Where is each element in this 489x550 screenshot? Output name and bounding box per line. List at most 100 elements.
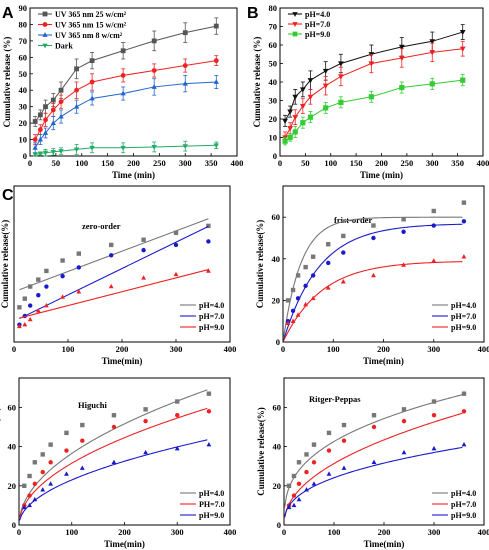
data-point [341,233,346,239]
x-tick-label: 200 [116,344,129,354]
legend-label: pH=9.0 [199,511,224,520]
data-point [326,242,331,247]
data-point [304,452,309,457]
data-point [310,254,316,259]
x-tick-label: 300 [428,527,441,537]
data-point [111,413,117,418]
data-point [60,273,65,279]
x-tick-label: 350 [205,158,218,168]
data-point [286,504,292,510]
series-3 [283,442,467,518]
data-point [326,448,332,453]
data-point [151,68,157,73]
y-tick-label: 20 [273,481,282,491]
data-point [22,296,27,301]
chart-c2: 0 100 200 300 400 0 20 40 60 Time(min) Cumulative … [255,185,489,366]
legend-label: pH=4.0 [451,301,476,310]
series-1 [282,24,466,127]
x-tick-label: 0 [278,158,282,168]
legend-label: pH=9.0 [305,30,330,39]
data-point [303,264,308,270]
x-axis-label: Time (min) [112,170,155,180]
data-point [151,38,157,44]
data-point [287,134,293,141]
data-point [22,483,27,488]
data-point [42,150,49,156]
data-point [43,104,48,110]
x-tick-label: 250 [153,158,166,168]
x-tick-label: 400 [231,158,244,168]
data-point [50,97,56,103]
data-point [50,149,56,155]
data-point [36,277,41,282]
series-3 [32,75,219,154]
data-point [338,99,344,105]
data-point [108,283,114,289]
series-1 [282,200,467,339]
data-point [43,302,49,308]
legend-label: pH=4.0 [199,301,224,310]
data-point [27,316,33,322]
data-point [32,496,38,502]
y-tick-label: 30 [19,102,28,112]
chart-a: 0 50 100 150 200 250 300 350 400 0 10 20 30 40 50 60 70 8… [2,3,243,180]
data-point [64,471,69,476]
x-tick-label: 100 [327,344,340,354]
chart-c1: 0 100 200 300 400 Time(min) Cumulative release… [0,185,236,366]
model-label: Ritger-Peppas [309,394,361,404]
x-tick-label: 100 [62,344,75,354]
y-tick-label: 30 [269,96,278,106]
fit-curve [283,394,463,509]
y-tick-label: 20 [19,118,28,128]
data-point [401,418,407,424]
model-label: zero-order [82,221,121,231]
data-point [182,144,188,150]
series-3 [19,439,212,521]
data-point [459,29,466,36]
y-axis-label: Cumulative release (%) [252,37,262,128]
fit-curve [282,223,463,341]
series-3 [283,254,467,342]
y-tick-label: 60 [19,52,28,62]
data-point [291,493,297,498]
data-point [48,442,53,447]
data-point [89,79,95,85]
data-point [109,253,114,258]
x-tick-label: 200 [377,344,390,354]
x-tick-label: 100 [324,158,337,168]
data-point [206,409,212,414]
data-point [141,275,147,280]
data-point [37,151,43,157]
data-point [326,260,331,266]
data-point [371,459,377,465]
y-tick-label: 20 [272,295,281,305]
data-point [285,298,291,303]
data-point [299,103,306,110]
data-point [111,459,117,465]
data-point [58,113,64,119]
data-point [64,448,69,453]
x-tick-label: 100 [328,527,341,537]
data-point [35,308,41,313]
data-point [40,469,45,475]
legend-marker [292,31,298,37]
y-tick-label: 60 [273,402,282,412]
data-point [282,138,288,144]
data-point [371,272,376,278]
data-point [326,471,332,476]
data-point [182,30,188,36]
data-point [206,391,212,396]
data-point [44,268,49,274]
data-point [461,219,467,224]
data-point [175,413,180,418]
data-point [431,445,437,451]
data-point [111,424,117,430]
series-1 [17,218,211,310]
data-point [205,268,211,273]
data-point [48,481,54,486]
data-point [371,424,377,430]
data-point [431,223,436,228]
data-point [461,442,467,447]
data-point [431,208,436,214]
data-point [73,103,80,109]
